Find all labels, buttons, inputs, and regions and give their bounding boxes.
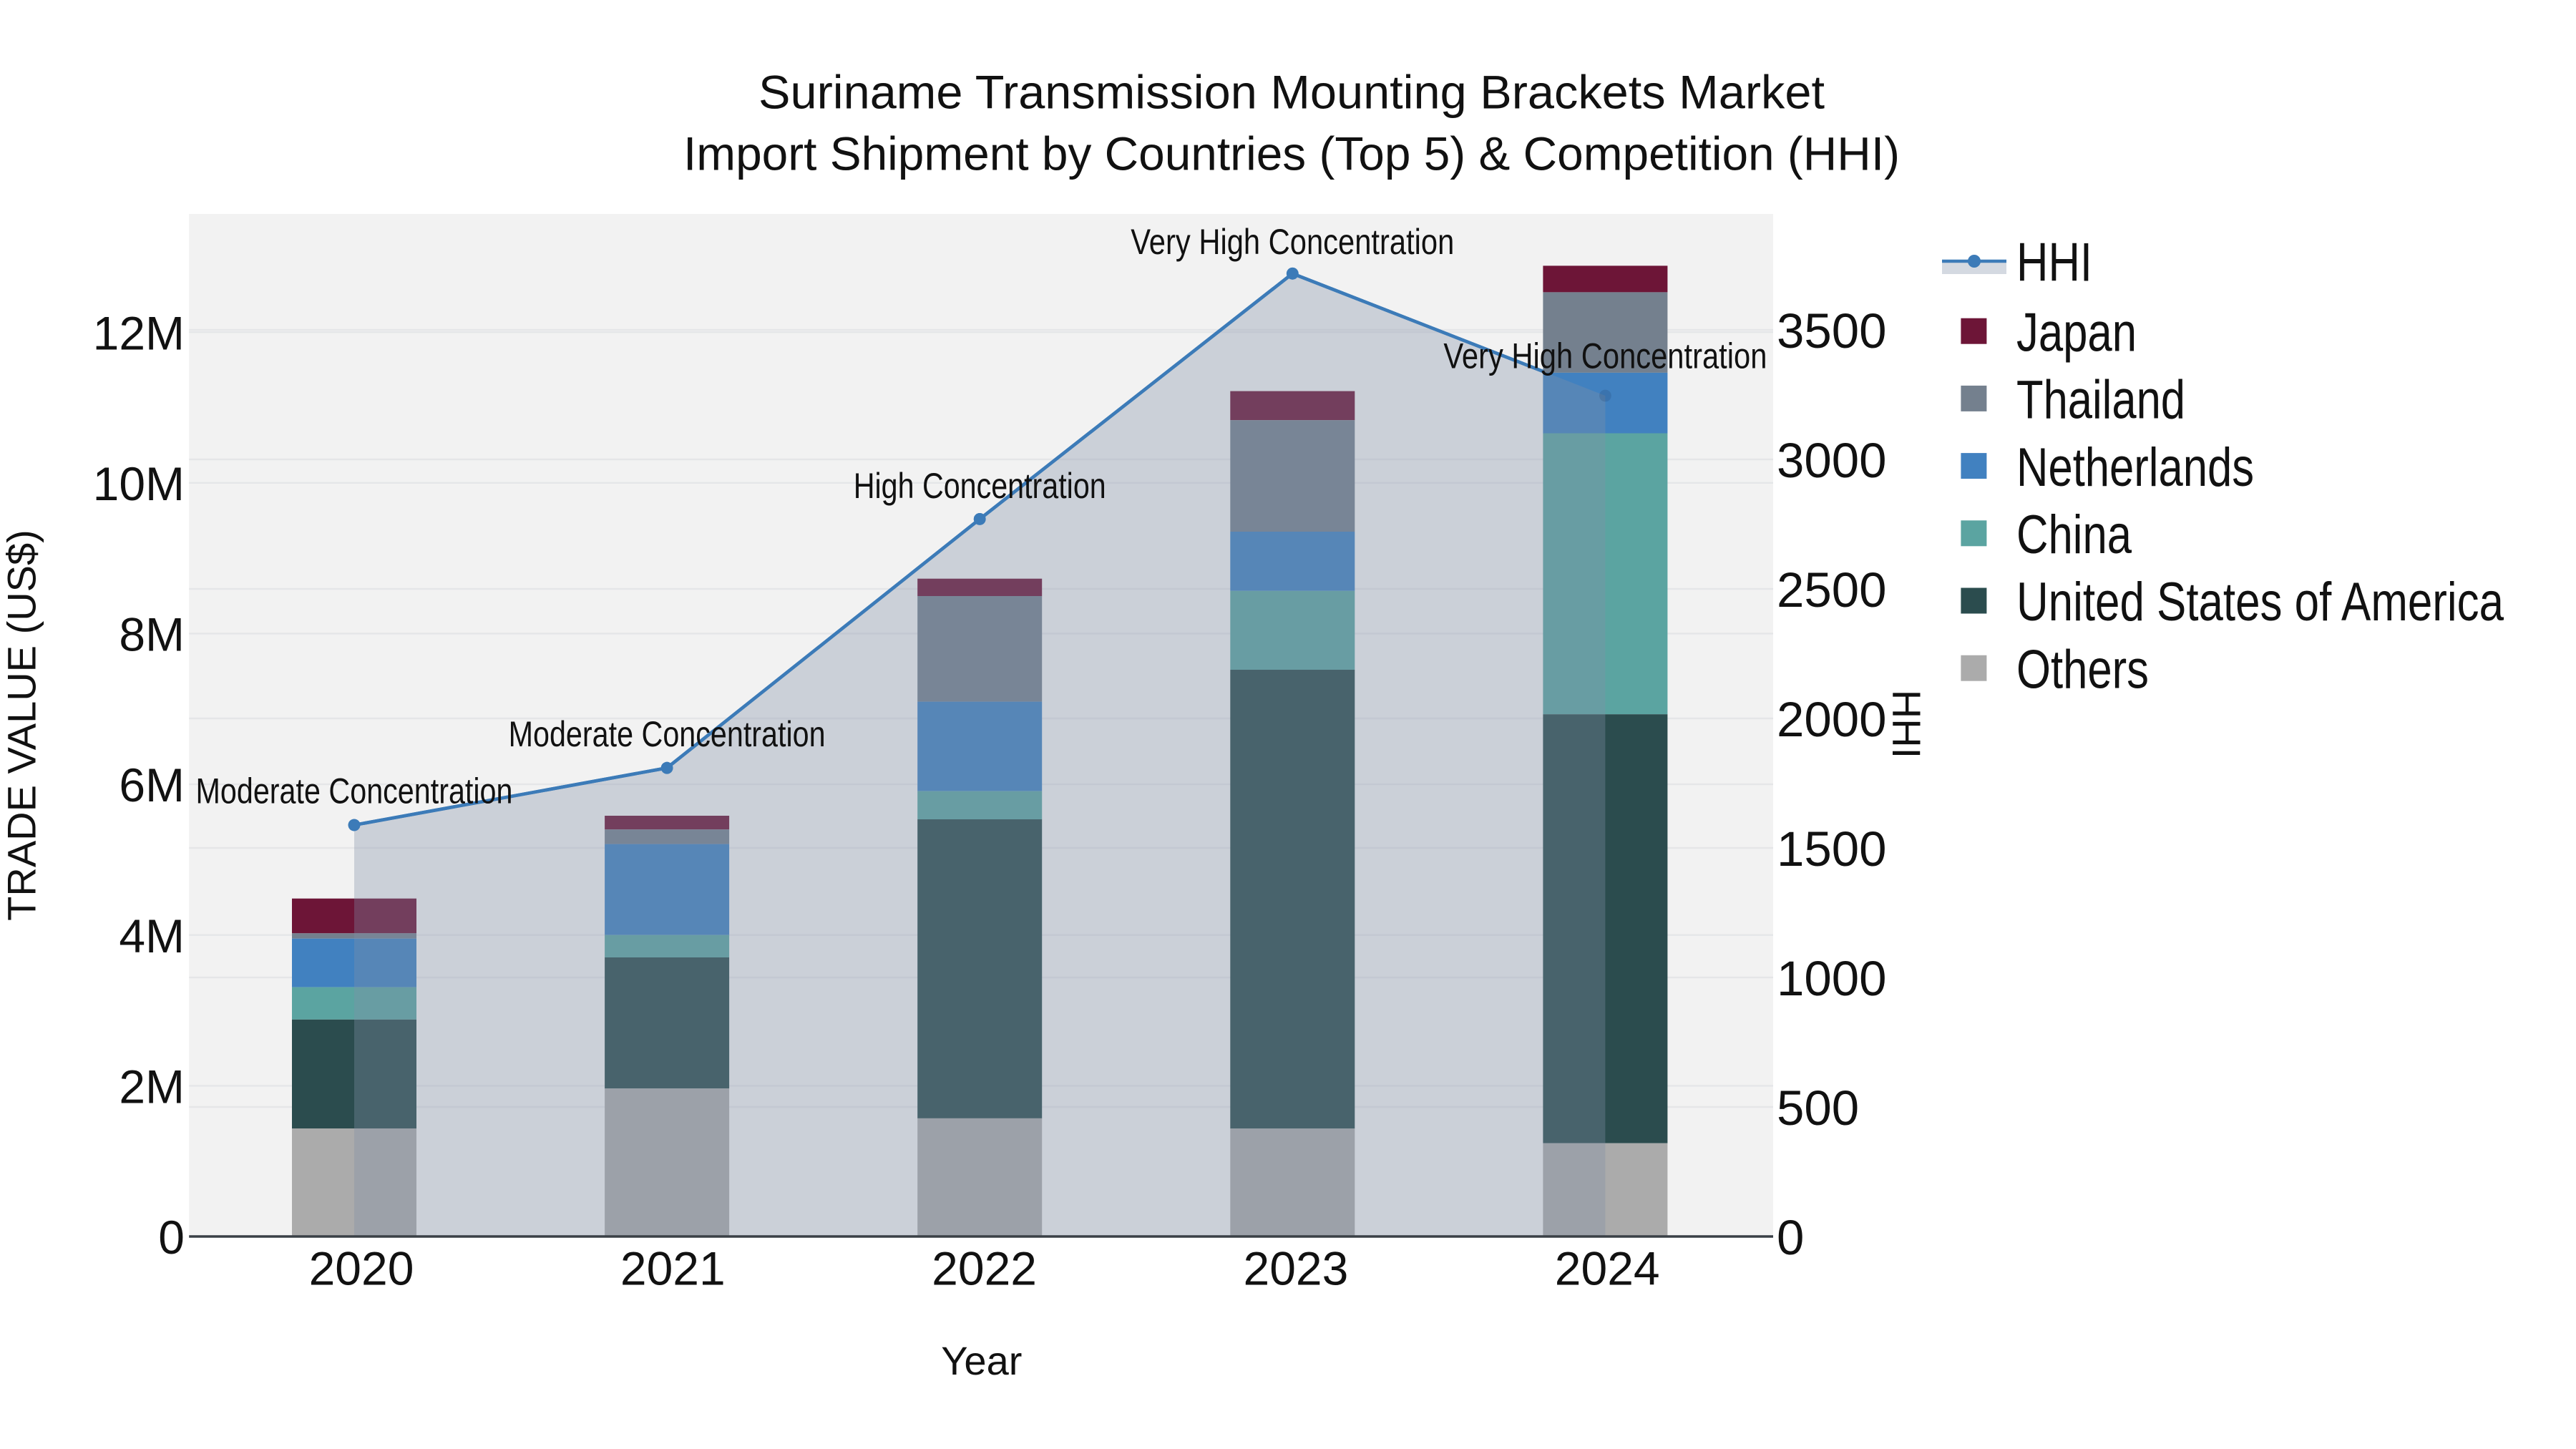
svg-text:Netherlands: Netherlands [2016,437,2254,498]
svg-text:Moderate Concentration: Moderate Concentration [196,771,513,811]
svg-text:1500: 1500 [1777,821,1887,877]
svg-text:12M: 12M [93,306,185,359]
svg-text:TRADE VALUE (US$): TRADE VALUE (US$) [0,530,44,921]
svg-text:2022: 2022 [932,1242,1037,1295]
svg-text:3500: 3500 [1777,303,1887,358]
svg-text:Very High Concentration: Very High Concentration [1443,336,1767,376]
svg-text:2500: 2500 [1777,562,1887,618]
svg-text:Thailand: Thailand [2016,370,2185,431]
svg-text:Year: Year [941,1338,1022,1383]
svg-text:4M: 4M [119,909,185,962]
svg-text:Import Shipment by Countries (: Import Shipment by Countries (Top 5) & C… [683,127,1900,180]
svg-text:1000: 1000 [1777,951,1887,1006]
svg-text:2024: 2024 [1555,1242,1660,1295]
svg-text:High Concentration: High Concentration [854,466,1106,506]
svg-text:10M: 10M [93,457,185,510]
svg-text:China: China [2016,504,2132,565]
svg-text:500: 500 [1777,1080,1859,1136]
svg-text:Suriname Transmission Mounting: Suriname Transmission Mounting Brackets … [758,66,1825,119]
svg-text:United States of America: United States of America [2016,572,2504,633]
svg-text:Very High Concentration: Very High Concentration [1131,222,1454,262]
svg-text:Japan: Japan [2016,302,2137,363]
svg-text:6M: 6M [119,758,185,811]
svg-text:2M: 2M [119,1060,185,1113]
svg-text:2023: 2023 [1243,1242,1348,1295]
svg-text:3000: 3000 [1777,433,1887,488]
svg-text:0: 0 [1777,1210,1804,1265]
svg-text:2000: 2000 [1777,692,1887,747]
svg-text:HHI: HHI [1884,690,1929,758]
svg-text:2021: 2021 [620,1242,726,1295]
svg-text:8M: 8M [119,608,185,661]
svg-text:Moderate Concentration: Moderate Concentration [509,714,826,754]
svg-text:0: 0 [158,1211,185,1264]
svg-text:HHI: HHI [2016,233,2092,293]
svg-text:Others: Others [2016,639,2149,700]
svg-text:2020: 2020 [309,1242,414,1295]
